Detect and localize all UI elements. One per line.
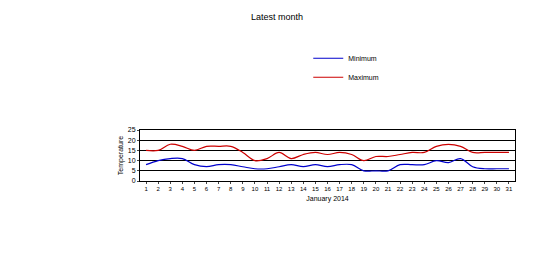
svg-text:20: 20 — [373, 186, 380, 192]
svg-text:17: 17 — [336, 186, 343, 192]
svg-text:15: 15 — [312, 186, 319, 192]
svg-text:January 2014: January 2014 — [306, 195, 349, 203]
svg-text:6: 6 — [205, 186, 209, 192]
svg-text:23: 23 — [409, 186, 416, 192]
svg-text:Maximum: Maximum — [348, 74, 379, 81]
svg-text:4: 4 — [181, 186, 185, 192]
svg-text:1: 1 — [144, 186, 148, 192]
svg-text:15: 15 — [128, 147, 136, 154]
svg-text:12: 12 — [276, 186, 283, 192]
svg-text:5: 5 — [132, 167, 136, 174]
svg-text:16: 16 — [324, 186, 331, 192]
svg-text:19: 19 — [360, 186, 367, 192]
svg-text:28: 28 — [469, 186, 476, 192]
svg-text:2: 2 — [156, 186, 160, 192]
svg-text:31: 31 — [506, 186, 513, 192]
svg-text:26: 26 — [445, 186, 452, 192]
svg-text:25: 25 — [128, 126, 136, 133]
svg-text:10: 10 — [128, 157, 136, 164]
svg-text:30: 30 — [494, 186, 501, 192]
svg-text:Temperature: Temperature — [117, 136, 125, 175]
svg-text:9: 9 — [241, 186, 245, 192]
svg-text:3: 3 — [169, 186, 173, 192]
svg-text:21: 21 — [385, 186, 392, 192]
svg-text:Latest month: Latest month — [251, 12, 303, 22]
svg-text:25: 25 — [433, 186, 440, 192]
svg-text:20: 20 — [128, 137, 136, 144]
svg-text:Minimum: Minimum — [348, 55, 377, 62]
svg-text:10: 10 — [252, 186, 259, 192]
svg-text:8: 8 — [229, 186, 233, 192]
svg-text:22: 22 — [397, 186, 404, 192]
svg-text:11: 11 — [264, 186, 271, 192]
svg-text:29: 29 — [481, 186, 488, 192]
svg-text:18: 18 — [348, 186, 355, 192]
svg-text:27: 27 — [457, 186, 464, 192]
svg-text:0: 0 — [132, 177, 136, 184]
svg-text:13: 13 — [288, 186, 295, 192]
svg-text:7: 7 — [217, 186, 221, 192]
svg-text:14: 14 — [300, 186, 307, 192]
svg-text:24: 24 — [421, 186, 428, 192]
svg-text:5: 5 — [193, 186, 197, 192]
